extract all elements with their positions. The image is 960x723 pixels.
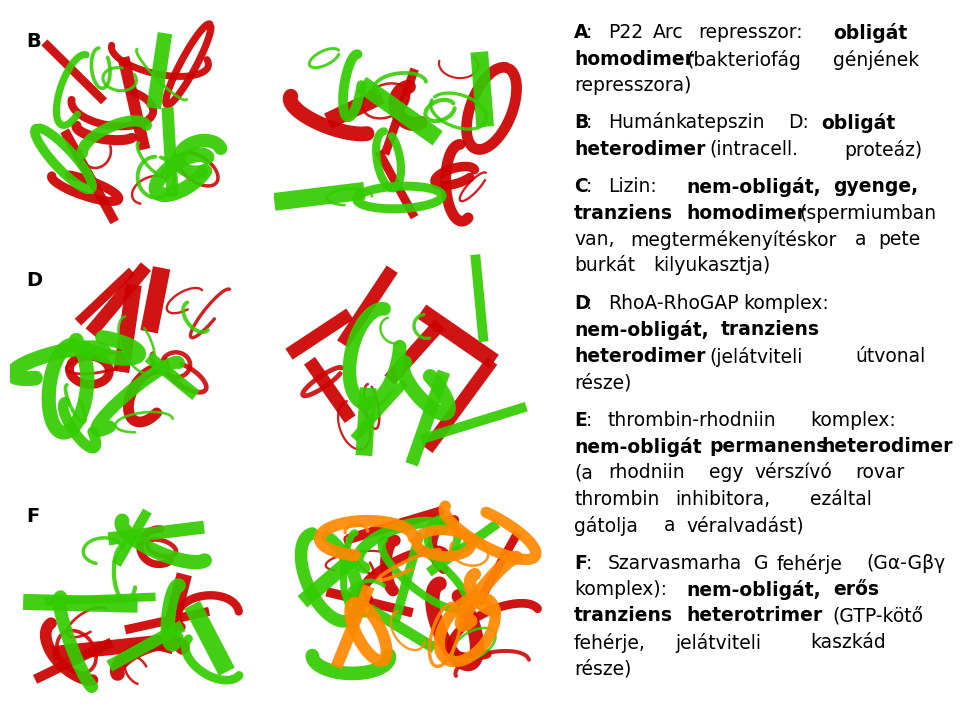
Text: Arc: Arc: [653, 23, 684, 42]
Text: génjének: génjének: [833, 49, 919, 69]
Text: thrombin-rhodniin: thrombin-rhodniin: [608, 411, 777, 429]
Text: ezáltal: ezáltal: [810, 489, 873, 509]
Text: katepszin: katepszin: [675, 114, 765, 132]
Text: Szarvasmarha: Szarvasmarha: [608, 554, 742, 573]
Text: fehérje,: fehérje,: [574, 633, 646, 653]
Text: része): része): [574, 659, 632, 678]
Text: inhibitora,: inhibitora,: [675, 489, 771, 509]
Text: homodimer: homodimer: [686, 204, 806, 223]
Text: E: E: [574, 411, 587, 429]
Text: represszora): represszora): [574, 76, 691, 95]
Text: gátolja: gátolja: [574, 516, 638, 536]
Text: nem-obligát,: nem-obligát,: [574, 320, 708, 341]
Text: B: B: [26, 33, 41, 51]
Text: :: :: [586, 23, 591, 42]
Text: rovar: rovar: [855, 463, 904, 482]
Text: a: a: [855, 230, 867, 249]
Text: vérszívó: vérszívó: [754, 463, 831, 482]
Text: B: B: [574, 114, 588, 132]
Text: heterodimer: heterodimer: [822, 437, 953, 456]
Text: pete: pete: [877, 230, 920, 249]
Text: (a: (a: [574, 463, 593, 482]
Text: nem-obligát,: nem-obligát,: [686, 580, 821, 600]
Text: :: :: [586, 177, 591, 197]
Text: burkát: burkát: [574, 257, 636, 275]
Text: fehérje: fehérje: [777, 554, 843, 573]
Text: thrombin: thrombin: [574, 489, 660, 509]
Text: véralvadást): véralvadást): [686, 516, 804, 535]
Text: (bakteriofág: (bakteriofág: [686, 49, 802, 69]
Text: A: A: [574, 23, 588, 42]
Text: a: a: [664, 516, 676, 535]
Text: heterodimer: heterodimer: [574, 347, 706, 366]
Text: kaszkád: kaszkád: [810, 633, 886, 652]
Text: (intracell.: (intracell.: [709, 140, 798, 159]
Text: nem-obligát,: nem-obligát,: [686, 177, 821, 197]
Text: jelátviteli: jelátviteli: [675, 633, 761, 653]
Text: komplex:: komplex:: [810, 411, 896, 429]
Text: D: D: [574, 294, 589, 313]
Text: komplex:: komplex:: [743, 294, 828, 313]
Text: erős: erős: [833, 580, 878, 599]
Text: :: :: [586, 114, 591, 132]
Text: egy: egy: [709, 463, 744, 482]
Text: (GTP-kötő: (GTP-kötő: [833, 607, 924, 625]
Text: :: :: [586, 554, 591, 573]
Text: komplex):: komplex):: [574, 580, 667, 599]
Text: C: C: [574, 177, 588, 197]
Text: represszor:: represszor:: [698, 23, 803, 42]
Text: proteáz): proteáz): [844, 140, 923, 160]
Text: (jelátviteli: (jelátviteli: [709, 347, 803, 367]
Text: útvonal: útvonal: [855, 347, 925, 366]
Text: gyenge,: gyenge,: [833, 177, 918, 197]
Text: tranziens: tranziens: [720, 320, 819, 339]
Text: (Gα-Gβγ: (Gα-Gβγ: [867, 554, 946, 573]
Text: F: F: [26, 507, 39, 526]
Text: (spermiumban: (spermiumban: [799, 204, 936, 223]
Text: :: :: [586, 411, 591, 429]
Text: Humán: Humán: [608, 114, 676, 132]
Text: obligát: obligát: [822, 114, 896, 134]
Text: D:: D:: [788, 114, 808, 132]
Text: Lizin:: Lizin:: [608, 177, 657, 197]
Text: permanens: permanens: [709, 437, 828, 456]
Text: kilyukasztja): kilyukasztja): [653, 257, 770, 275]
Text: heterotrimer: heterotrimer: [686, 607, 823, 625]
Text: D: D: [26, 270, 42, 290]
Text: heterodimer: heterodimer: [574, 140, 706, 159]
Text: G: G: [754, 554, 769, 573]
Text: nem-obligát: nem-obligát: [574, 437, 702, 457]
Text: tranziens: tranziens: [574, 607, 673, 625]
Text: :: :: [586, 294, 591, 313]
Text: tranziens: tranziens: [574, 204, 673, 223]
Text: van,: van,: [574, 230, 614, 249]
Text: F: F: [574, 554, 587, 573]
Text: P22: P22: [608, 23, 643, 42]
Text: megtermékenyítéskor: megtermékenyítéskor: [631, 230, 837, 250]
Text: része): része): [574, 373, 632, 392]
Text: obligát: obligát: [833, 23, 907, 43]
Text: rhodniin: rhodniin: [608, 463, 684, 482]
Text: RhoA-RhoGAP: RhoA-RhoGAP: [608, 294, 738, 313]
Text: homodimer: homodimer: [574, 49, 694, 69]
